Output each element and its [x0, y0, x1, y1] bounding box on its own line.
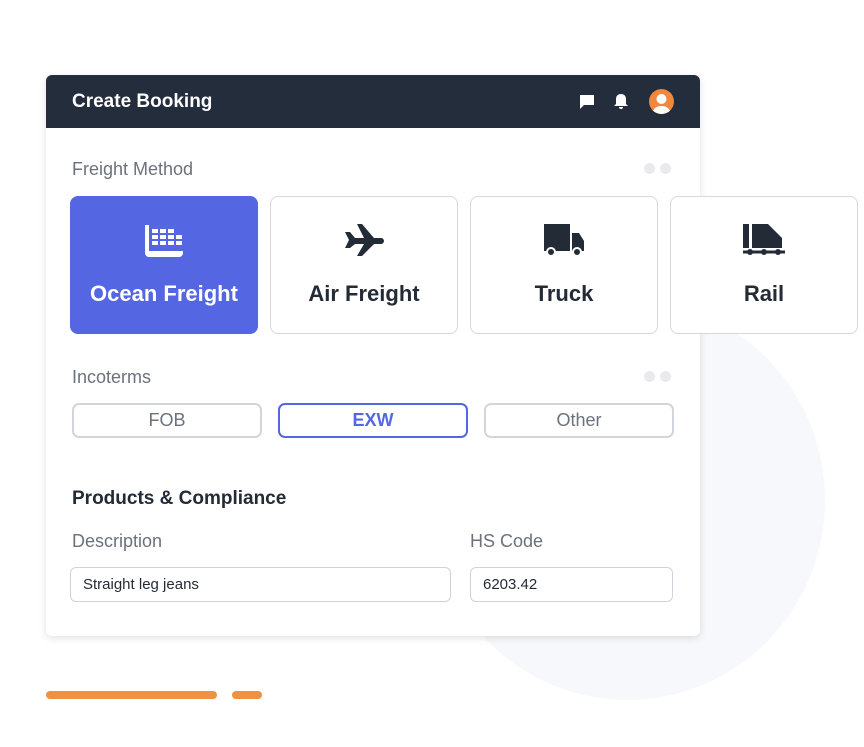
train-icon: [742, 223, 786, 263]
freight-option-label: Rail: [743, 281, 785, 306]
page-title: Create Booking: [72, 90, 213, 112]
description-input[interactable]: Straight leg jeans: [70, 567, 451, 602]
booking-card: Create Booking Freight Method Ocean Frei…: [46, 75, 858, 636]
freight-option-label: Ocean Freight: [90, 281, 238, 306]
airplane-icon: [343, 223, 385, 263]
bell-icon[interactable]: [613, 93, 629, 110]
freight-option-rail[interactable]: Rail: [670, 196, 858, 334]
incoterms-label: Incoterms: [72, 367, 152, 387]
avatar[interactable]: [649, 89, 674, 114]
incoterm-other[interactable]: Other: [484, 403, 674, 438]
incoterm-exw[interactable]: EXW: [278, 403, 468, 438]
hs-code-input[interactable]: 6203.42: [470, 567, 673, 602]
truck-icon: [543, 223, 585, 263]
freight-option-air[interactable]: Air Freight: [270, 196, 458, 334]
freight-option-label: Air Freight: [308, 281, 420, 306]
incoterm-fob[interactable]: FOB: [72, 403, 262, 438]
header: Create Booking: [46, 75, 700, 128]
dots-indicator: [644, 163, 671, 174]
hs-code-label: HS Code: [470, 531, 544, 551]
description-label: Description: [72, 531, 163, 551]
section-title: Products & Compliance: [72, 488, 287, 509]
freight-option-ocean[interactable]: Ocean Freight: [70, 196, 258, 334]
progress-bar-segment: [46, 691, 217, 699]
freight-method-label: Freight Method: [72, 159, 194, 179]
freight-option-truck[interactable]: Truck: [470, 196, 658, 334]
chat-icon[interactable]: [579, 94, 595, 110]
freight-option-label: Truck: [534, 281, 594, 306]
ship-icon: [143, 223, 185, 263]
progress-bar-segment: [232, 691, 262, 699]
dots-indicator: [644, 371, 671, 382]
